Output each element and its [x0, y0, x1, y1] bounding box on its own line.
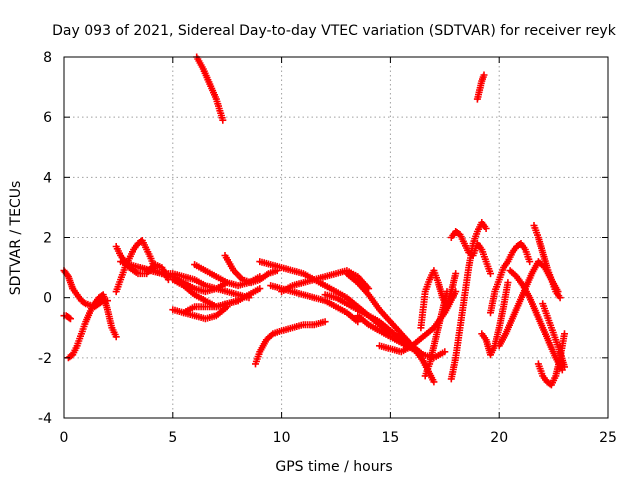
data-series-17: [267, 282, 362, 326]
y-tick-label: 2: [43, 231, 52, 247]
x-tick-label: 20: [490, 430, 508, 446]
data-series-8: [136, 264, 253, 302]
y-tick-label: 8: [43, 50, 52, 66]
x-tick-label: 5: [168, 430, 177, 446]
data-series-11: [180, 285, 264, 317]
data-series-15: [252, 318, 329, 368]
x-tick-label: 0: [60, 430, 69, 446]
y-axis-label: SDTVAR / TECUs: [8, 181, 24, 296]
data-series-24: [421, 288, 451, 380]
grid: [64, 57, 608, 418]
data-series-32: [530, 222, 564, 302]
axis-ticks: 0 5 10 15 20 25 -4 -2 0 2 4 6 8: [38, 50, 617, 446]
data-series-4: [69, 285, 111, 311]
y-tick-label: -2: [38, 351, 52, 367]
chart-title: Day 093 of 2021, Sidereal Day-to-day VTE…: [52, 23, 617, 39]
data-series-group: [60, 53, 568, 389]
y-tick-label: 0: [43, 291, 52, 307]
data-series-29: [487, 240, 534, 317]
x-tick-label: 15: [381, 430, 399, 446]
y-tick-label: 4: [43, 170, 52, 186]
y-tick-label: -4: [38, 411, 52, 427]
data-series-14: [221, 252, 281, 287]
data-series-26: [447, 228, 494, 278]
data-series-34: [539, 300, 568, 371]
y-tick-label: 6: [43, 110, 52, 126]
x-tick-label: 25: [599, 430, 617, 446]
x-tick-label: 10: [273, 430, 291, 446]
x-axis-label: GPS time / hours: [275, 459, 392, 475]
data-series-28: [478, 279, 512, 359]
data-series-18: [278, 267, 373, 296]
data-series-27: [473, 71, 488, 103]
data-series-21: [354, 312, 449, 362]
